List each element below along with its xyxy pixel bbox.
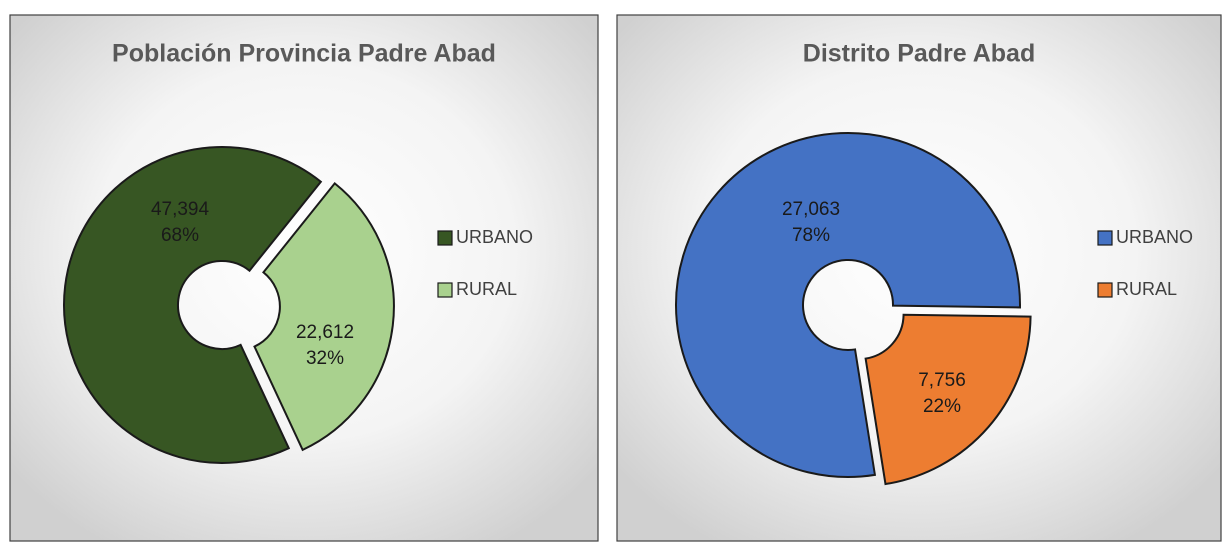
data-label-percent: 78% xyxy=(792,225,830,246)
data-label-percent: 22% xyxy=(923,396,961,417)
doughnut-slice xyxy=(864,313,1032,486)
legend-swatch xyxy=(1097,282,1113,298)
legend-swatch xyxy=(1097,230,1113,246)
data-label-value: 7,756 xyxy=(918,370,966,391)
doughnut-slice xyxy=(253,181,395,452)
doughnut-slice xyxy=(675,132,1021,478)
legend-swatch xyxy=(437,230,453,246)
chart-title: Distrito Padre Abad xyxy=(803,40,1035,68)
data-label-value: 27,063 xyxy=(782,199,840,220)
data-label-percent: 68% xyxy=(161,225,199,246)
legend-label: URBANO xyxy=(456,227,533,247)
legend-swatch xyxy=(437,282,453,298)
data-label-value: 47,394 xyxy=(151,199,210,220)
doughnut-slice xyxy=(63,146,323,464)
legend-label: URBANO xyxy=(1116,227,1193,247)
data-label-percent: 32% xyxy=(306,348,344,369)
legend-label: RURAL xyxy=(456,279,517,299)
chart-title: Población Provincia Padre Abad xyxy=(112,40,496,68)
data-label-value: 22,612 xyxy=(296,322,354,343)
legend-label: RURAL xyxy=(1116,279,1177,299)
